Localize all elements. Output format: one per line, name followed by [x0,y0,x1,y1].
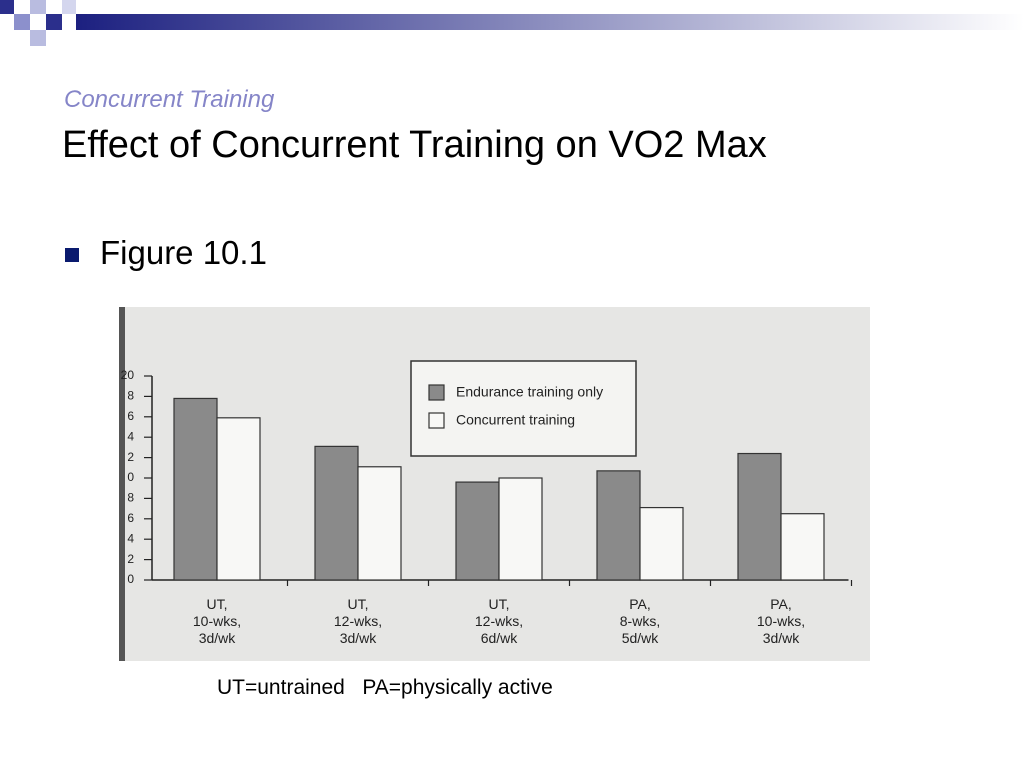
footnote: UT=untrained PA=physically active [217,676,553,699]
decor [30,0,46,14]
y-tick-label: 0 [127,470,134,484]
y-tick-label: 6 [127,409,134,423]
legend-swatch [428,384,445,401]
bar [780,513,825,581]
x-tick-label: UT, 12-wks, 3d/wk [333,596,383,646]
scan-edge [119,307,125,661]
bar [314,445,359,581]
y-tick-label: 6 [127,511,134,525]
x-tick-label: UT, 12-wks, 6d/wk [474,596,524,646]
y-tick-label: 4 [127,429,134,443]
bullet [65,248,79,262]
bullet-text: Figure 10.1 [100,234,267,271]
decor [62,0,76,14]
legend-label: Concurrent training [456,412,575,428]
legend-box [410,360,637,457]
bar [357,466,402,581]
decor [30,30,46,46]
x-tick-label: UT, 10-wks, 3d/wk [192,596,242,646]
decor [0,0,14,14]
bar [173,397,218,581]
legend-swatch [428,412,445,429]
bar [455,481,500,581]
legend-label: Endurance training only [456,384,603,400]
y-tick-label: 8 [127,389,134,403]
bar [639,506,684,581]
decor [46,14,62,30]
decor-bar [76,14,1024,30]
bar [498,477,543,581]
x-tick-label: PA, 10-wks, 3d/wk [756,596,806,646]
slide-title: Effect of Concurrent Training on VO2 Max [62,124,767,166]
y-tick-label: 4 [127,531,134,545]
bar [596,470,641,581]
x-tick-label: PA, 8-wks, 5d/wk [619,596,661,646]
y-tick-label: 2 [127,552,134,566]
bar [216,417,261,581]
y-tick-label: 8 [127,491,134,505]
y-tick-label: 20 [121,368,135,382]
y-tick-label: 0 [127,572,134,586]
y-tick-label: 2 [127,450,134,464]
bar [737,452,782,581]
decor [14,14,30,30]
slide-subtitle: Concurrent Training [64,86,275,113]
